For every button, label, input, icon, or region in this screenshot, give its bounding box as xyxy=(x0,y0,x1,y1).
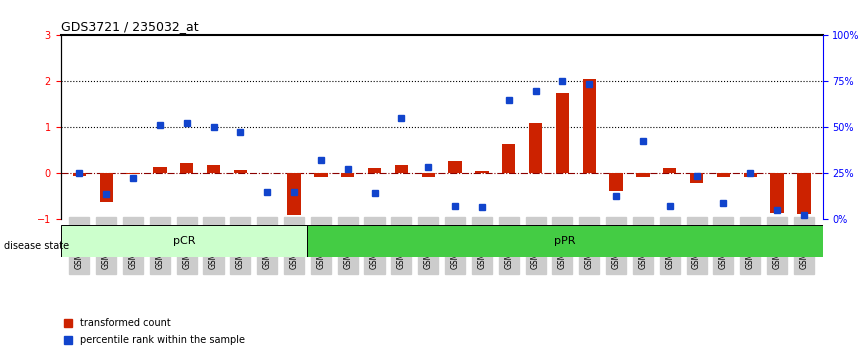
Bar xyxy=(717,173,730,177)
Bar xyxy=(529,123,542,173)
Text: transformed count: transformed count xyxy=(80,318,171,328)
Bar xyxy=(798,173,811,214)
Bar xyxy=(502,143,515,173)
Bar xyxy=(341,173,354,177)
Bar xyxy=(314,173,327,177)
FancyBboxPatch shape xyxy=(61,225,307,257)
Bar xyxy=(475,171,488,173)
FancyBboxPatch shape xyxy=(307,225,823,257)
Bar xyxy=(368,168,381,173)
Bar xyxy=(288,173,301,215)
Bar xyxy=(771,173,784,212)
Bar xyxy=(180,163,193,173)
Bar xyxy=(395,165,408,173)
Bar xyxy=(449,161,462,173)
Bar xyxy=(422,173,435,177)
Text: percentile rank within the sample: percentile rank within the sample xyxy=(80,335,245,345)
Bar xyxy=(126,173,139,175)
Bar xyxy=(663,168,676,173)
Bar xyxy=(234,170,247,173)
Bar xyxy=(637,173,650,177)
Bar xyxy=(583,79,596,173)
Text: disease state: disease state xyxy=(4,241,69,251)
Text: pCR: pCR xyxy=(173,236,196,246)
Bar xyxy=(207,165,220,173)
Bar xyxy=(690,173,703,183)
Text: pPR: pPR xyxy=(554,236,576,246)
Bar xyxy=(744,173,757,177)
Text: GDS3721 / 235032_at: GDS3721 / 235032_at xyxy=(61,20,198,33)
Bar xyxy=(556,93,569,173)
Bar xyxy=(153,166,166,173)
Bar xyxy=(73,173,86,176)
Bar xyxy=(610,173,623,191)
Bar xyxy=(100,173,113,202)
